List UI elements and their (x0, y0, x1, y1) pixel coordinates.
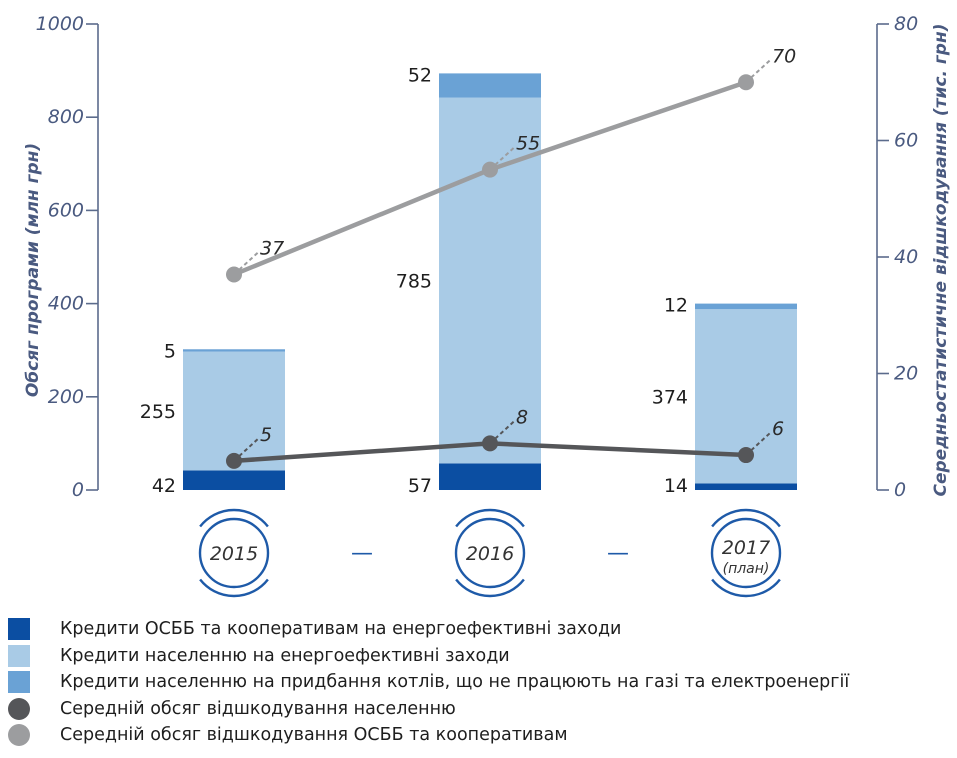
left-tick-label: 200 (48, 386, 84, 408)
series-point (738, 74, 754, 91)
point-leader (233, 438, 259, 462)
year-label: 2015 (210, 543, 258, 565)
year-label: 2016 (466, 543, 514, 565)
legend-item: Кредити ОСББ та кооперативам на енергоеф… (8, 616, 849, 643)
year-connector: — (351, 541, 373, 566)
bar-segment (695, 483, 797, 490)
bar-value-label: 52 (408, 64, 432, 86)
point-leader (489, 420, 515, 445)
point-value-label: 6 (772, 418, 784, 440)
point-leader (233, 251, 259, 276)
year-ring-arc (199, 508, 269, 528)
bar-segment (183, 351, 285, 471)
point-value-label: 5 (260, 424, 272, 446)
year-ring-arc (711, 578, 781, 598)
right-axis-title: Середньостатистичне відшкодування (тис. … (931, 24, 951, 497)
bar-segment (439, 463, 541, 490)
legend-label: Кредити ОСББ та кооперативам на енергоеф… (60, 619, 622, 640)
bar-value-label: 14 (664, 475, 688, 497)
left-tick-label: 800 (48, 106, 84, 128)
right-tick-label: 0 (894, 479, 906, 501)
series-point (226, 266, 242, 283)
legend-square-swatch (8, 671, 30, 694)
bar-value-label: 255 (140, 401, 176, 423)
left-tick-label: 600 (48, 199, 84, 221)
point-value-label: 8 (516, 406, 528, 428)
series-point (482, 161, 498, 178)
point-value-label: 37 (260, 237, 284, 259)
bar-value-label: 12 (664, 295, 688, 317)
year-ring (710, 517, 782, 589)
legend-label: Середній обсяг відшкодування населенню (60, 698, 456, 719)
left-tick-label: 0 (72, 479, 84, 501)
point-leader (745, 432, 771, 456)
bar-value-label: 785 (396, 271, 432, 293)
legend-label: Кредити населенню на придбання котлів, щ… (60, 672, 850, 693)
series-point (738, 447, 754, 464)
left-tick-label: 1000 (36, 13, 84, 35)
year-badge: 2016 (454, 508, 526, 598)
legend-square-swatch (8, 644, 30, 667)
bar-value-label: 42 (152, 475, 176, 497)
legend-item: Середній обсяг відшкодування населенню (8, 696, 849, 723)
point-leader (745, 59, 771, 83)
bar-value-label: 57 (408, 475, 432, 497)
series-point (482, 435, 498, 452)
legend-square-swatch (8, 618, 30, 641)
lines: 5 8 6 37 55 70 (226, 45, 796, 469)
left-axis: 0 200 400 600 800 1000 (36, 13, 99, 501)
legend-item: Кредити населенню на придбання котлів, щ… (8, 669, 849, 696)
year-ring-arc (455, 578, 525, 598)
bar-segment (183, 470, 285, 490)
year-connector: — (607, 541, 629, 566)
right-tick-label: 20 (894, 363, 918, 385)
year-sublabel: (план) (723, 561, 770, 577)
legend: Кредити ОСББ та кооперативам на енергоеф… (8, 616, 849, 749)
legend-circle-swatch (8, 697, 30, 720)
left-tick-label: 400 (48, 293, 84, 315)
series-point (226, 452, 242, 469)
year-ring (198, 517, 270, 589)
right-axis: 0 20 40 60 80 (876, 13, 918, 501)
year-ring (454, 517, 526, 589)
year-badge: 2015 (198, 508, 270, 598)
bar-segment (183, 349, 285, 352)
year-ring-arc (455, 508, 525, 528)
point-value-label: 55 (516, 133, 540, 155)
right-tick-label: 60 (894, 130, 918, 152)
point-leader (489, 146, 515, 171)
bar-value-label: 374 (652, 386, 688, 408)
year-ring-arc (711, 508, 781, 528)
year-badge: 2017 (план) (710, 508, 782, 598)
bar-segment (439, 73, 541, 98)
legend-circle-swatch (8, 724, 30, 747)
year-ring-arc (199, 578, 269, 598)
bar-segment (695, 303, 797, 310)
right-tick-label: 40 (894, 246, 918, 268)
legend-label: Середній обсяг відшкодування ОСББ та коо… (60, 725, 568, 746)
year-label: 2017 (722, 537, 770, 559)
left-axis-title: Обсяг програми (млн грн) (23, 143, 43, 397)
year-badges: 2015 2016 2017 (план) — — (198, 508, 782, 598)
legend-item: Кредити населенню на енергоефективні зах… (8, 643, 849, 670)
bars: 42 255 5 57 785 52 14 374 12 (140, 64, 797, 497)
legend-item: Середній обсяг відшкодування ОСББ та коо… (8, 722, 849, 749)
point-value-label: 70 (772, 45, 796, 67)
right-tick-label: 80 (894, 13, 918, 35)
bar-value-label: 5 (164, 340, 176, 362)
legend-label: Кредити населенню на енергоефективні зах… (60, 645, 510, 666)
